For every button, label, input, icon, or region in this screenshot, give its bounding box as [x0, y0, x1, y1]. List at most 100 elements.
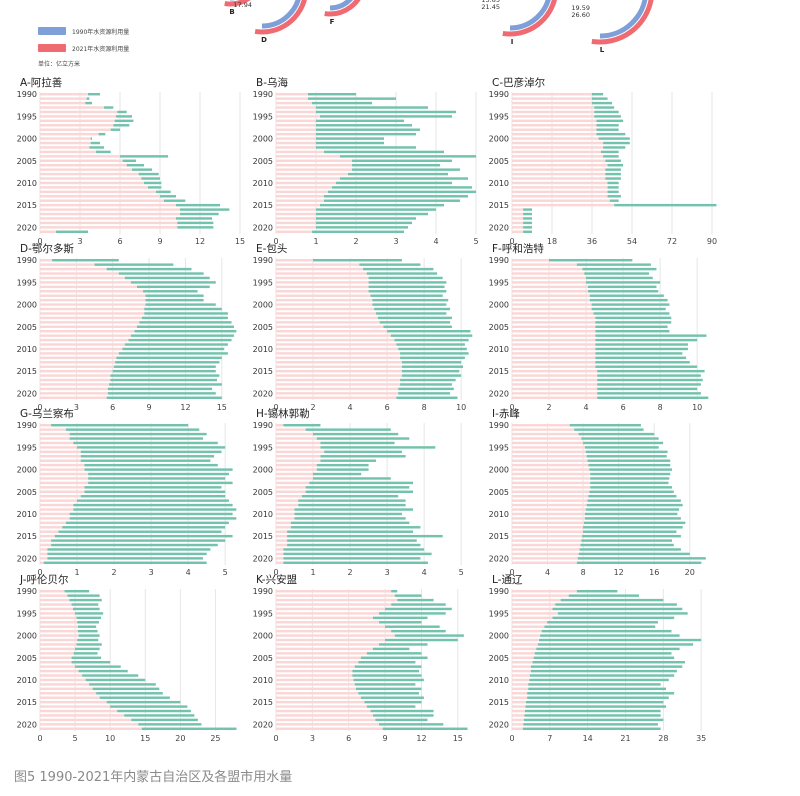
bar-base [276, 177, 340, 180]
bar-increment [569, 423, 641, 427]
bar-increment [85, 101, 92, 105]
bar-base [276, 446, 321, 449]
x-tick-label: 6 [346, 734, 351, 743]
bar-increment [69, 437, 203, 440]
bar-increment [287, 543, 421, 547]
bar-base [512, 106, 595, 109]
bar-increment [547, 621, 658, 624]
bar-base [40, 378, 111, 382]
bar-increment [358, 660, 416, 664]
bar-increment [320, 203, 444, 207]
bar-increment [528, 683, 661, 686]
bar-increment [364, 700, 422, 704]
bar-base [276, 437, 317, 440]
bar-increment [590, 486, 672, 489]
bar-base [512, 625, 545, 628]
bar-base [276, 534, 288, 538]
y-tick-label: 2005 [17, 157, 37, 166]
bar-increment [597, 396, 709, 400]
x-tick-label: 8 [658, 403, 663, 412]
y-tick-label: 1990 [253, 587, 273, 596]
bar-increment [283, 552, 432, 556]
bar-increment [603, 146, 626, 149]
y-tick-label: 2015 [253, 367, 273, 376]
panel-3: C-巴彦淖尔 0 18 36 54 72 90 1990 1995 2000 2005 2010 201… [489, 76, 717, 246]
bar-increment [603, 141, 630, 145]
bar-increment [47, 557, 203, 560]
bar-increment [324, 450, 402, 454]
bar-increment [581, 539, 672, 542]
bar-increment [557, 612, 688, 615]
bar-base [40, 374, 111, 377]
bar-base [512, 186, 608, 189]
bar-base [276, 141, 316, 145]
bar-base [40, 212, 180, 216]
bar-increment [552, 616, 675, 620]
figure-canvas: B12.2117.94D9.92F13.8521.45I19.5926.60L … [17, 0, 717, 743]
bar-base [40, 692, 97, 695]
bar-base [40, 159, 123, 163]
y-tick-label: 1995 [489, 112, 509, 121]
bar-base [512, 369, 598, 373]
bar-base [40, 172, 139, 176]
bar-increment [366, 705, 416, 708]
bar-base [276, 387, 399, 391]
bar-increment [316, 124, 412, 127]
bar-base [276, 334, 391, 337]
bar-base [40, 321, 140, 324]
x-tick-label: 2 [353, 237, 358, 246]
bar-base [40, 128, 111, 131]
bar-base [40, 598, 70, 602]
bar-increment [148, 186, 162, 189]
bar-increment [84, 468, 233, 471]
bar-base [40, 281, 131, 284]
panel-title: K-兴安盟 [256, 573, 298, 586]
x-tick-label: 1 [310, 568, 315, 577]
x-tick-label: 54 [627, 237, 637, 246]
bar-base [40, 356, 117, 360]
bar-base [276, 539, 288, 542]
bar-increment [595, 352, 683, 355]
bar-increment [590, 481, 669, 485]
bar-increment [589, 298, 668, 302]
y-tick-label: 2010 [17, 676, 37, 685]
bar-increment [596, 124, 619, 127]
x-tick-label: 0 [37, 568, 42, 577]
bar-base [512, 128, 597, 131]
x-tick-label: 35 [696, 734, 706, 743]
bar-increment [328, 190, 476, 194]
bar-base [40, 643, 77, 646]
bar-base [40, 517, 70, 520]
bar-increment [383, 325, 452, 329]
bar-base [276, 352, 401, 355]
y-tick-label: 2015 [489, 532, 509, 541]
bar-base [512, 656, 534, 660]
bar-increment [584, 446, 659, 449]
bar-base [40, 512, 70, 516]
bar-increment [316, 119, 404, 123]
bar-increment [614, 203, 717, 207]
bar-increment [595, 338, 698, 342]
bar-base [512, 258, 550, 262]
bar-increment [370, 709, 434, 713]
bar-increment [65, 428, 200, 431]
bar-base [512, 316, 596, 320]
bar-base [276, 199, 324, 202]
bar-increment [592, 92, 604, 96]
bar-increment [96, 692, 163, 695]
bar-base [276, 343, 397, 346]
bar-increment [336, 181, 452, 185]
bar-increment [524, 709, 661, 713]
x-tick-label: 9 [147, 403, 152, 412]
bar-base [40, 267, 107, 271]
bar-increment [595, 334, 707, 337]
bar-increment [122, 159, 136, 163]
x-tick-label: 5 [473, 237, 478, 246]
x-tick-label: 0 [509, 734, 514, 743]
bar-base [512, 603, 556, 606]
bar-base [40, 539, 52, 542]
bar-increment [67, 594, 100, 597]
gauge-letter: I [511, 38, 514, 46]
bar-base [276, 378, 401, 382]
bar-base [512, 101, 592, 105]
